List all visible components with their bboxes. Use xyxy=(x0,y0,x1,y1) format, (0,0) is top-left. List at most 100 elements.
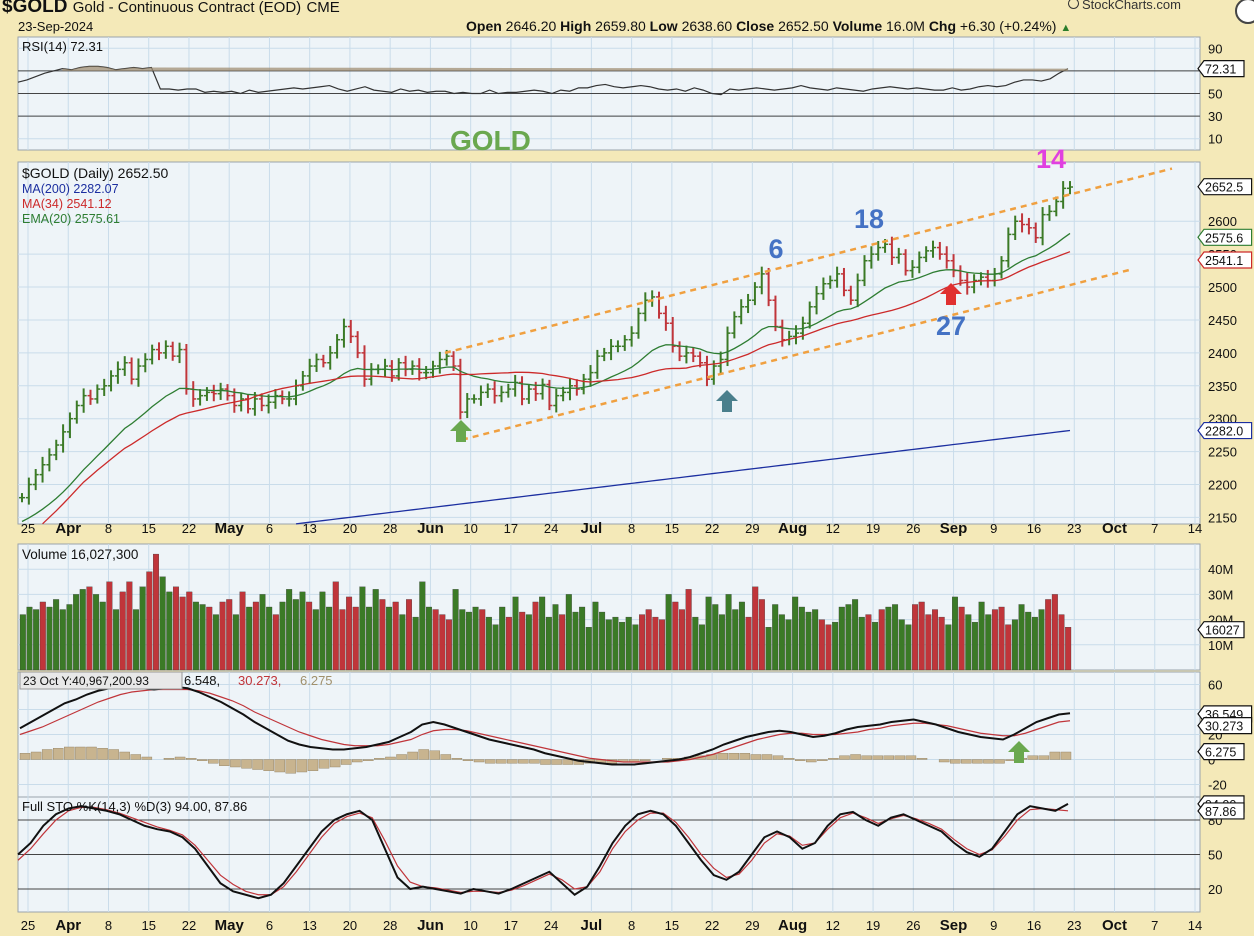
volume-bar xyxy=(512,596,519,671)
macd-legend-value: 6.548, xyxy=(184,673,220,688)
x-tick-label: Aug xyxy=(778,917,807,934)
high-label: High xyxy=(560,18,592,34)
volume-bar xyxy=(718,614,725,671)
macd-histogram-bar xyxy=(274,759,285,773)
macd-histogram-bar xyxy=(772,755,784,760)
volume-bar xyxy=(186,591,193,671)
volume-bar xyxy=(1038,609,1045,671)
volume-bar xyxy=(965,614,972,671)
macd-histogram-bar xyxy=(1060,751,1072,760)
volume-bar xyxy=(472,606,479,671)
volume-bar xyxy=(372,589,379,671)
x-tick-label: 24 xyxy=(544,918,558,933)
x-tick-label: 8 xyxy=(105,918,112,933)
macd-histogram-bar xyxy=(916,758,928,760)
macd-histogram-bar xyxy=(495,759,507,764)
macd-histogram-bar xyxy=(119,751,130,760)
macd-histogram-bar xyxy=(540,759,551,765)
rsi-legend: RSI(14) 72.31 xyxy=(22,39,103,54)
volume-bar xyxy=(406,599,412,671)
chg-label: Chg xyxy=(928,18,957,34)
volume-bar xyxy=(179,596,186,671)
x-tick-label: 28 xyxy=(383,918,397,933)
volume-bar xyxy=(386,606,393,671)
x-tick-label: 22 xyxy=(705,918,719,933)
price-value-tag-box xyxy=(1197,251,1253,269)
x-tick-label: 12 xyxy=(826,918,840,933)
price-annotation: 6 xyxy=(768,234,783,264)
macd-histogram-bar xyxy=(883,755,895,760)
price-legend-item: $GOLD (Daily) 2652.50 xyxy=(22,165,169,181)
volume-bar xyxy=(39,601,46,671)
volume-bar xyxy=(192,601,199,671)
volume-bar xyxy=(1045,599,1052,671)
macd-histogram-bar xyxy=(86,746,97,760)
macd-histogram-bar xyxy=(861,755,872,760)
volume-bar xyxy=(432,609,439,671)
volume-bar xyxy=(885,606,892,671)
macd-histogram-bar xyxy=(972,759,983,764)
volume-bar xyxy=(778,614,785,671)
x-tick-label: 29 xyxy=(745,918,759,933)
price-bars xyxy=(19,181,1073,505)
symbol-ticker: $GOLD xyxy=(2,0,68,17)
x-tick-label: 12 xyxy=(826,521,840,536)
x-tick-label: 20 xyxy=(343,918,357,933)
x-tick-label: 19 xyxy=(866,521,880,536)
volume-bar xyxy=(639,614,646,671)
symbol-name: Gold - Continuous Contract (EOD) xyxy=(72,0,302,16)
volume-bar xyxy=(938,616,945,671)
volume-bar xyxy=(312,609,319,671)
volume-bar xyxy=(579,606,586,671)
volume-bar xyxy=(306,601,313,671)
volume-bar xyxy=(565,594,572,671)
volume-bar xyxy=(559,614,566,671)
volume-bar xyxy=(898,619,905,671)
volume-bar xyxy=(412,616,419,671)
stockcharts-logo-icon[interactable] xyxy=(1235,0,1254,24)
volume-bar xyxy=(319,591,326,671)
y-tick-label: 30 xyxy=(1208,109,1222,124)
macd-histogram-bar xyxy=(19,753,31,760)
volume-bar xyxy=(858,616,865,671)
x-tick-label: 10 xyxy=(463,918,477,933)
macd-histogram-bar xyxy=(307,759,319,771)
volume-bar xyxy=(252,601,259,671)
macd-histogram-bar xyxy=(938,759,950,763)
volume-bar xyxy=(991,609,998,671)
x-tick-label: 9 xyxy=(990,521,997,536)
macd-histogram-bar xyxy=(230,759,241,768)
volume-bar xyxy=(679,609,685,671)
macd-histogram-bar xyxy=(983,759,994,764)
volume-bar xyxy=(133,609,139,671)
volume-bar xyxy=(299,591,306,671)
macd-histogram-bar xyxy=(396,754,407,760)
volume-bar xyxy=(545,616,552,671)
volume-bar xyxy=(632,624,639,671)
macd-histogram-bar xyxy=(174,756,186,760)
x-tick-label: 23 xyxy=(1067,918,1081,933)
volume-bar xyxy=(612,616,619,671)
x-tick-label: 14 xyxy=(1188,521,1202,536)
volume-bar xyxy=(1065,627,1072,671)
x-tick-label: 13 xyxy=(302,521,316,536)
y-tick-label: 2500 xyxy=(1208,280,1237,295)
x-tick-label: 24 xyxy=(544,521,558,536)
volume-bar xyxy=(226,599,233,671)
x-tick-label: Apr xyxy=(55,520,81,537)
x-tick-label: 22 xyxy=(705,521,719,536)
brand-link[interactable]: StockCharts.com xyxy=(1068,0,1181,12)
macd-histogram-bar xyxy=(961,759,972,764)
macd-histogram-bar xyxy=(385,756,396,760)
lower-channel-line xyxy=(461,268,1133,441)
x-tick-label: 7 xyxy=(1151,918,1158,933)
macd-histogram-bar xyxy=(839,755,850,760)
volume-bar xyxy=(592,601,599,671)
y-tick-label: 2600 xyxy=(1208,214,1237,229)
volume-bar xyxy=(585,627,592,671)
volume-bar xyxy=(539,596,546,671)
volume-bar xyxy=(665,594,672,671)
macd-histogram-bar xyxy=(894,755,906,760)
volume-label: Volume xyxy=(832,18,883,34)
exchange-label: CME xyxy=(306,0,340,16)
